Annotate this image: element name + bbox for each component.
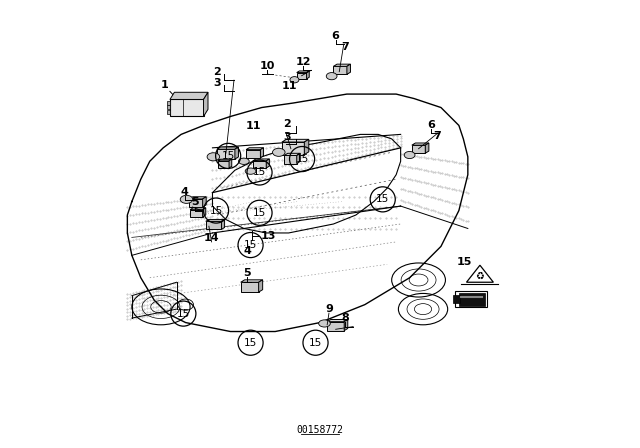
Polygon shape — [327, 319, 348, 322]
Polygon shape — [189, 197, 206, 199]
Text: 3: 3 — [284, 132, 291, 142]
Polygon shape — [282, 139, 309, 142]
Ellipse shape — [326, 73, 337, 80]
Bar — [282, 142, 305, 155]
Text: 6: 6 — [332, 31, 340, 41]
Bar — [190, 210, 203, 217]
Polygon shape — [235, 147, 239, 159]
Polygon shape — [412, 143, 429, 145]
Text: 14: 14 — [204, 233, 220, 243]
Text: 9: 9 — [325, 304, 333, 314]
Text: 15: 15 — [221, 151, 235, 161]
Polygon shape — [305, 139, 309, 155]
Polygon shape — [297, 153, 300, 164]
Polygon shape — [266, 159, 269, 168]
Bar — [218, 161, 229, 168]
Text: 15: 15 — [177, 309, 190, 319]
Polygon shape — [190, 208, 206, 210]
Text: 15: 15 — [244, 338, 257, 348]
Text: 15: 15 — [296, 154, 308, 164]
Polygon shape — [347, 64, 351, 74]
Bar — [217, 149, 235, 159]
Polygon shape — [246, 148, 264, 150]
Text: 4: 4 — [243, 246, 252, 256]
Polygon shape — [425, 143, 429, 153]
Bar — [253, 161, 266, 168]
Text: 5: 5 — [244, 268, 252, 278]
Ellipse shape — [273, 148, 285, 156]
Ellipse shape — [239, 158, 249, 164]
Text: 15: 15 — [253, 208, 266, 218]
Polygon shape — [170, 92, 208, 99]
Text: 6: 6 — [427, 120, 435, 129]
Polygon shape — [297, 71, 309, 73]
Polygon shape — [333, 64, 351, 66]
Text: 00158772: 00158772 — [296, 425, 344, 435]
Polygon shape — [307, 71, 309, 79]
Bar — [241, 282, 259, 292]
Ellipse shape — [207, 153, 220, 161]
Polygon shape — [241, 280, 262, 282]
Ellipse shape — [404, 151, 415, 159]
Bar — [333, 66, 347, 74]
Text: 7: 7 — [340, 42, 349, 52]
Polygon shape — [206, 220, 225, 221]
Text: 15: 15 — [209, 206, 223, 215]
Text: 13: 13 — [261, 231, 276, 241]
Text: 15: 15 — [244, 240, 257, 250]
Polygon shape — [344, 319, 348, 331]
Ellipse shape — [245, 168, 256, 174]
Bar — [327, 322, 344, 331]
Polygon shape — [229, 159, 232, 168]
Text: 15: 15 — [376, 194, 389, 204]
Polygon shape — [217, 147, 239, 149]
Ellipse shape — [180, 195, 193, 203]
Bar — [246, 150, 260, 158]
Bar — [459, 293, 485, 306]
Text: 11: 11 — [282, 81, 298, 91]
Bar — [170, 99, 204, 116]
Bar — [297, 73, 307, 79]
Bar — [167, 111, 170, 114]
Polygon shape — [203, 208, 206, 217]
Bar — [284, 155, 297, 164]
Bar — [206, 221, 221, 229]
Text: 4: 4 — [180, 187, 189, 197]
Text: 15: 15 — [253, 168, 266, 177]
Ellipse shape — [290, 77, 299, 83]
Text: 12: 12 — [295, 57, 311, 67]
Bar — [189, 199, 203, 207]
Text: 11: 11 — [246, 121, 262, 131]
Polygon shape — [218, 159, 232, 161]
Text: 2: 2 — [284, 119, 291, 129]
Text: 3: 3 — [213, 78, 221, 88]
Polygon shape — [221, 220, 225, 229]
Bar — [412, 145, 425, 153]
Polygon shape — [204, 92, 208, 116]
Text: 10: 10 — [259, 61, 275, 71]
Bar — [167, 101, 170, 105]
Text: ♻: ♻ — [476, 271, 484, 280]
Bar — [167, 105, 170, 109]
Text: 5: 5 — [191, 198, 198, 207]
Bar — [455, 291, 486, 307]
Polygon shape — [260, 148, 264, 158]
Polygon shape — [259, 280, 262, 292]
Text: 8: 8 — [341, 313, 349, 323]
Text: 15: 15 — [309, 338, 322, 348]
Text: 15: 15 — [456, 257, 472, 267]
Text: 1: 1 — [160, 80, 168, 90]
Text: 2: 2 — [212, 67, 221, 77]
Polygon shape — [253, 159, 269, 161]
Polygon shape — [284, 153, 300, 155]
Text: 7: 7 — [433, 131, 441, 141]
Ellipse shape — [319, 320, 330, 327]
Polygon shape — [203, 197, 206, 207]
Bar — [452, 295, 460, 303]
